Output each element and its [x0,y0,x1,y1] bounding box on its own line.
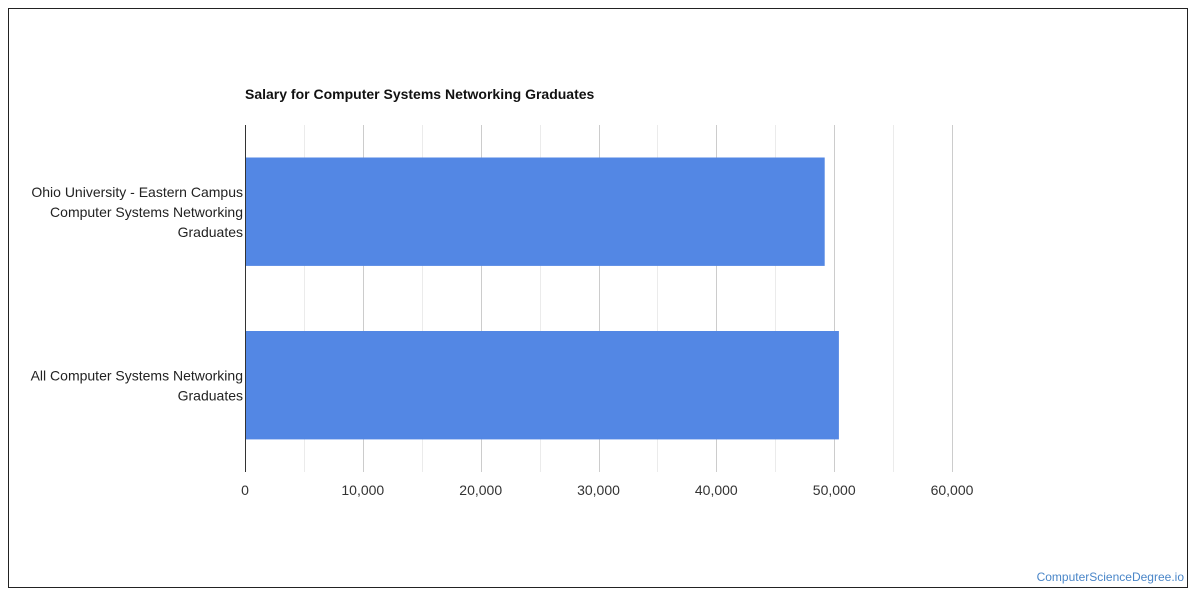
chart-frame [8,8,1188,588]
x-tick-label: 30,000 [577,482,620,498]
watermark-link[interactable]: ComputerScienceDegree.io [1036,570,1184,584]
bar-0[interactable] [245,157,825,266]
x-tick-label: 40,000 [695,482,738,498]
x-tick-label: 60,000 [931,482,974,498]
category-label-line: All Computer Systems Networking [31,367,243,383]
x-axis-ticks: 0 10,000 20,000 30,000 40,000 50,000 60,000 [241,482,974,498]
bar-1[interactable] [245,331,839,440]
category-label-0: Ohio University - Eastern Campus Computer… [31,184,243,240]
category-label-1: All Computer Systems Networking Graduates [31,367,243,403]
chart-title: Salary for Computer Systems Networking G… [245,86,595,102]
x-tick-label: 10,000 [341,482,384,498]
bars [245,157,839,440]
category-labels: Ohio University - Eastern Campus Computer… [31,184,243,403]
category-label-line: Graduates [178,387,243,403]
x-tick-label: 0 [241,482,249,498]
category-label-line: Ohio University - Eastern Campus [31,184,243,200]
x-tick-label: 20,000 [459,482,502,498]
category-label-line: Computer Systems Networking [50,204,243,220]
x-tick-label: 50,000 [813,482,856,498]
category-label-line: Graduates [178,224,243,240]
